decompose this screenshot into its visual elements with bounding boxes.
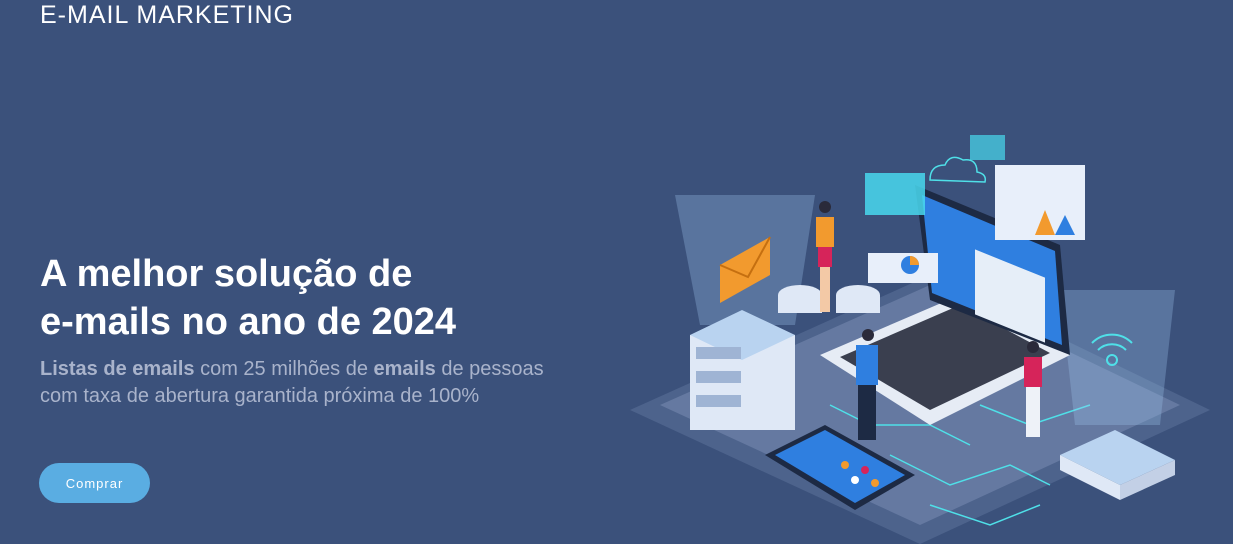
hero-headline: A melhor solução de e-mails no ano de 20… [40, 250, 456, 346]
email-marketing-illustration [630, 135, 1210, 544]
buy-button[interactable]: Comprar [39, 463, 150, 503]
person-woman-top [816, 201, 834, 312]
database-cylinders [778, 285, 880, 313]
light-beam-right [1060, 290, 1175, 425]
brand-title: E-MAIL MARKETING [40, 1, 294, 29]
smartphone [765, 425, 915, 510]
person-man [856, 329, 878, 440]
server-rack-left [690, 310, 795, 430]
cloud-icon [929, 156, 987, 183]
headline-line-1: A melhor solução de [40, 253, 413, 295]
small-panel [970, 135, 1005, 160]
laptop [820, 185, 1070, 425]
person-woman-right [1024, 341, 1042, 437]
sub-bold-1: Listas de emails [40, 358, 195, 380]
floating-panel [865, 173, 925, 215]
envelope-icon [719, 236, 771, 303]
sub-text-2: de pessoas [435, 358, 544, 380]
hero-subtitle: Listas de emails com 25 milhões de email… [40, 356, 544, 410]
sub-bold-2: emails [373, 358, 436, 380]
server-right [1060, 430, 1175, 500]
sub-line-2: com taxa de abertura garantida próxima d… [40, 385, 480, 407]
headline-line-2: e-mails no ano de 2024 [40, 301, 457, 343]
sub-text-1: com 25 milhões de [194, 358, 374, 380]
wifi-icon [1091, 333, 1133, 366]
